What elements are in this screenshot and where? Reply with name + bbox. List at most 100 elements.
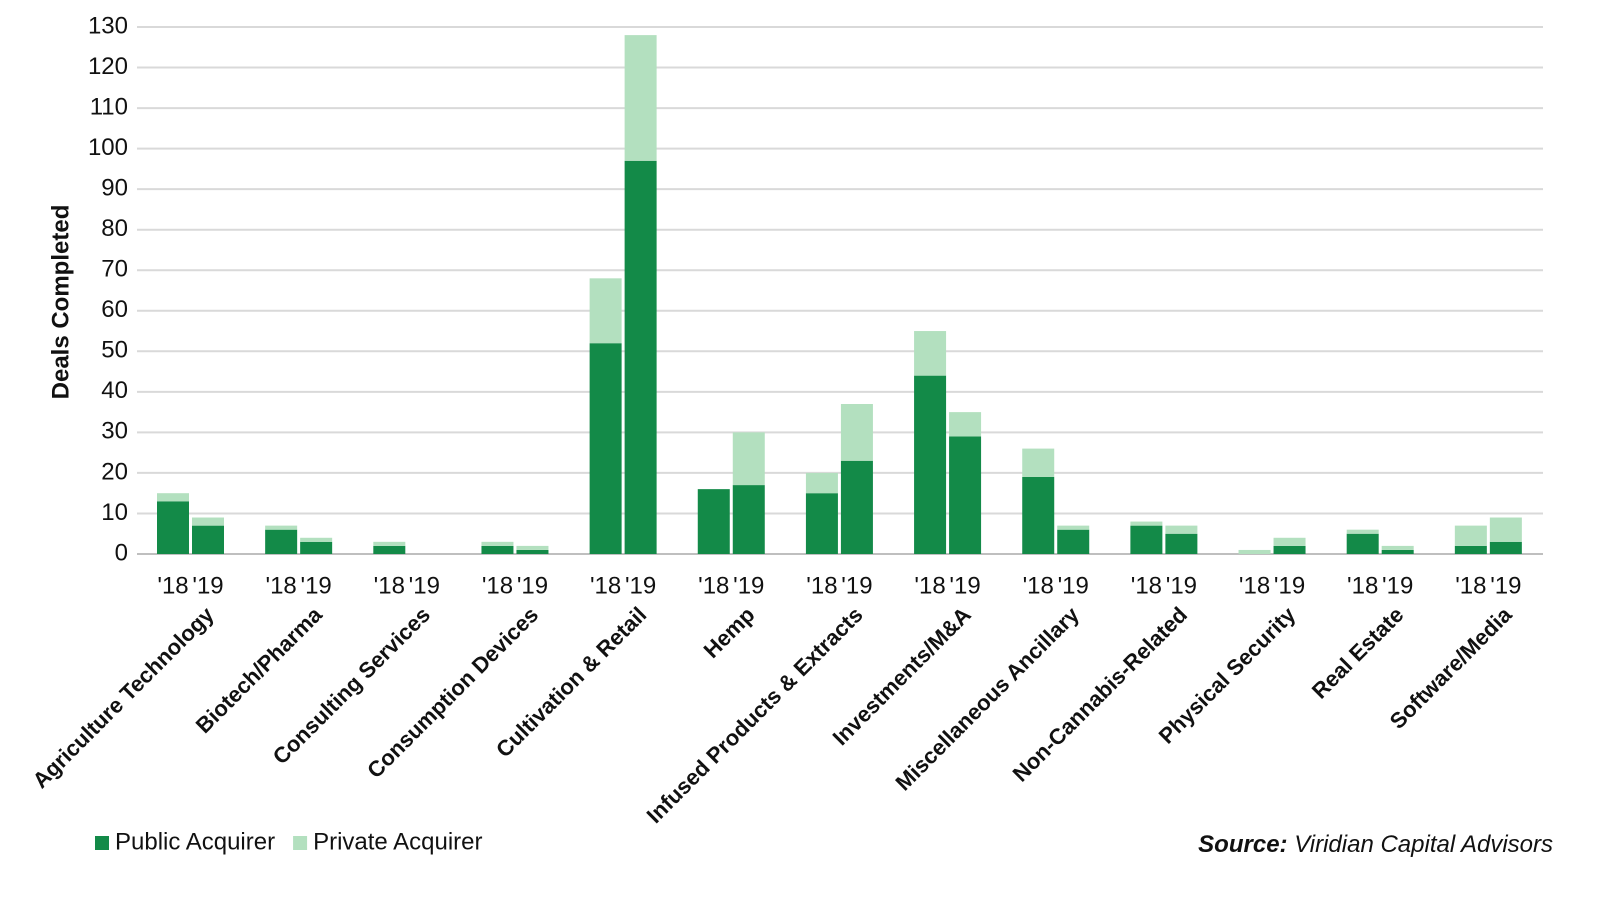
legend-label: Private Acquirer [313,828,482,855]
bar-segment [589,278,622,344]
bar-segment [516,545,549,550]
bar-segment [732,485,765,554]
y-tick-label: 120 [88,53,128,80]
bar-segment [516,549,549,554]
bar-segment [1273,545,1306,554]
group-label: '19 [192,572,223,599]
group-label: '19 [733,572,764,599]
y-tick-label: 130 [88,12,128,39]
group-label: '18 [266,572,297,599]
category-label: Infused Products & Extracts [642,602,868,828]
y-axis-title: Deals Completed [47,205,74,400]
bar-segment [1381,545,1414,550]
group-label: '18 [698,572,729,599]
bar-segment [1489,517,1522,542]
bar-segment [1273,537,1306,546]
category-label: Miscellaneous Ancillary [890,601,1084,795]
bar-segment [1057,529,1090,554]
bar-segment [1022,448,1055,477]
group-label: '19 [1274,572,1305,599]
bar-segment [157,493,189,502]
y-tick-label: 30 [101,418,128,445]
y-tick-label: 20 [101,458,128,485]
bar-segment [949,412,982,437]
group-label: '18 [914,572,945,599]
bar-segment [1381,549,1414,554]
bar-segment [805,493,838,554]
bar-segment [697,489,730,554]
bar-segment [805,472,838,494]
bar-segment [1130,525,1163,554]
group-label: '19 [949,572,980,599]
bar-segment [1489,541,1522,554]
bar-segment [481,545,514,554]
group-label: '18 [590,572,621,599]
bar-segment [265,525,298,530]
bar-segment [1346,533,1379,554]
y-tick-label: 50 [101,337,128,364]
bar-segment [1454,525,1487,546]
bar-segment [1238,549,1271,554]
legend-label: Public Acquirer [115,828,275,855]
group-label: '18 [482,572,513,599]
y-tick-label: 100 [88,134,128,161]
bar-segment [1022,476,1055,554]
category-label: Hemp [699,602,760,663]
group-label: '19 [517,572,548,599]
group-label: '19 [1166,572,1197,599]
bar-segment [732,432,765,486]
bar-segment [1346,529,1379,534]
bar-segment [265,529,298,554]
source-text: Viridian Capital Advisors [1294,831,1553,858]
bar-segment [373,545,406,554]
group-label: '19 [1382,572,1413,599]
bar-segment [840,460,873,554]
bar-segment [1165,533,1198,554]
bar-segment [589,343,622,554]
bar-segment [373,541,406,546]
group-label: '19 [301,572,332,599]
bar-segment [1454,545,1487,554]
group-label: '18 [1023,572,1054,599]
group-label: '18 [374,572,405,599]
group-label: '19 [1490,572,1521,599]
bar-segment [1130,521,1163,526]
group-label: '18 [1455,572,1486,599]
group-label: '18 [1239,572,1270,599]
group-label: '18 [1131,572,1162,599]
y-tick-label: 60 [101,296,128,323]
bar-segment [192,517,224,526]
group-label: '18 [806,572,837,599]
y-tick-label: 70 [101,256,128,283]
legend-swatch [95,836,109,850]
group-label: '19 [625,572,656,599]
group-label: '19 [409,572,440,599]
source-label: Source: [1198,831,1287,858]
bar-segment [914,375,947,554]
bar-segment [914,331,947,376]
y-tick-label: 90 [101,174,128,201]
legend-swatch [293,836,308,850]
bar-segment [1165,525,1198,534]
group-label: '19 [841,572,872,599]
group-label: '18 [1347,572,1378,599]
y-tick-label: 10 [101,499,128,526]
source: Source: Viridian Capital Advisors [1198,831,1553,858]
category-label: Agriculture Technology [28,601,220,793]
group-label: '19 [1058,572,1089,599]
group-label: '18 [157,572,188,599]
bar-segment [481,541,514,546]
bar-segment [1057,525,1090,530]
bar-segment [157,501,189,554]
bar-segment [192,525,224,554]
category-label: Non-Cannabis-Related [1008,602,1192,786]
bar-segment [624,160,657,554]
bar-segment [840,404,873,461]
category-label: Real Estate [1307,602,1409,704]
bar-segment [300,541,333,554]
bar-segment [949,436,982,554]
bar-segment [300,537,333,542]
y-tick-label: 0 [115,539,128,566]
y-tick-label: 80 [101,215,128,242]
